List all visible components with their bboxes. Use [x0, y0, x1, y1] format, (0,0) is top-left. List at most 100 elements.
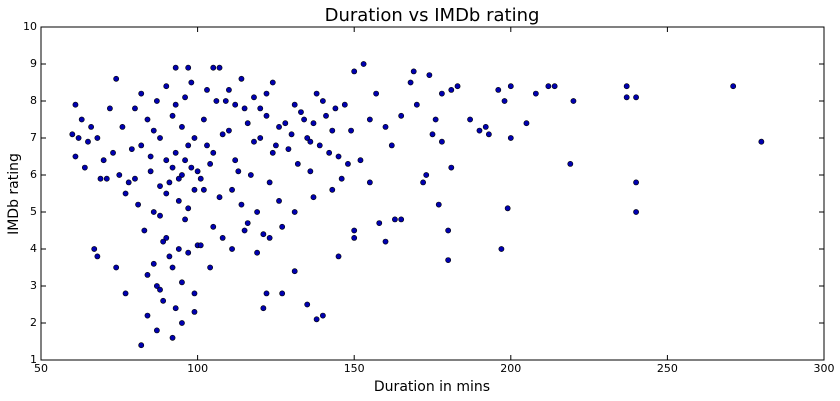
point: [153, 327, 160, 334]
point: [122, 190, 129, 197]
point: [338, 175, 345, 182]
point: [260, 231, 267, 238]
point: [351, 227, 358, 234]
point: [128, 146, 135, 152]
x-axis-label: Duration in mins: [374, 379, 490, 395]
y-tick-label: 1: [30, 353, 37, 366]
point: [495, 87, 502, 93]
y-tick-label: 4: [30, 242, 37, 255]
point: [341, 101, 348, 108]
point: [188, 164, 195, 171]
point: [175, 197, 182, 204]
point: [410, 68, 417, 75]
point: [423, 172, 430, 178]
point: [241, 227, 248, 234]
y-tick-label: 6: [30, 168, 37, 181]
point: [263, 112, 270, 119]
point: [219, 131, 226, 138]
point: [107, 105, 113, 112]
x-tick-label: 100: [187, 362, 208, 375]
point: [329, 186, 336, 193]
point: [301, 116, 307, 123]
y-tick-label: 5: [30, 205, 37, 218]
y-tick-label: 3: [30, 279, 37, 292]
point: [438, 138, 445, 145]
point: [197, 242, 204, 249]
point: [407, 79, 414, 86]
point: [141, 227, 148, 234]
point: [313, 316, 320, 323]
point: [291, 101, 298, 108]
point: [482, 124, 489, 130]
point: [254, 249, 261, 256]
point: [153, 283, 160, 289]
point: [254, 209, 261, 215]
point: [191, 135, 198, 141]
point: [160, 238, 167, 245]
point: [229, 186, 235, 193]
point: [116, 172, 123, 178]
point: [179, 279, 185, 286]
point: [310, 194, 317, 201]
point: [182, 157, 188, 164]
point: [269, 79, 276, 86]
point: [445, 227, 452, 234]
point: [294, 160, 301, 167]
y-tick-label: 8: [30, 94, 37, 107]
point: [138, 142, 145, 149]
point: [319, 98, 326, 104]
point: [216, 194, 223, 201]
point: [185, 205, 192, 212]
point: [144, 116, 151, 123]
y-tick-label: 2: [30, 316, 37, 329]
point: [282, 120, 289, 127]
point: [426, 72, 433, 78]
point: [260, 305, 267, 312]
point: [113, 75, 120, 82]
point: [257, 105, 264, 112]
point: [382, 124, 389, 130]
y-tick-label: 7: [30, 131, 37, 144]
point: [226, 87, 232, 93]
point: [122, 290, 129, 297]
point: [238, 201, 245, 208]
point: [103, 175, 110, 182]
point: [291, 209, 298, 215]
point: [119, 124, 126, 130]
point: [191, 308, 198, 315]
point: [85, 138, 91, 145]
point: [175, 246, 182, 252]
point: [179, 320, 185, 326]
point: [169, 264, 176, 271]
point: [351, 68, 358, 75]
point: [213, 98, 220, 104]
point: [279, 290, 286, 297]
point: [272, 142, 279, 149]
point: [219, 234, 226, 241]
point: [222, 98, 229, 104]
y-tick-label: 9: [30, 57, 37, 70]
point: [313, 90, 320, 97]
point: [316, 142, 323, 149]
point: [360, 61, 367, 67]
point: [623, 94, 630, 101]
point: [72, 101, 79, 108]
point: [150, 209, 157, 215]
point: [276, 197, 282, 204]
x-tick-label: 150: [344, 362, 365, 375]
point: [185, 142, 192, 149]
point: [623, 83, 630, 90]
point: [163, 157, 170, 164]
point: [113, 264, 120, 271]
point: [188, 79, 195, 86]
x-tick-label: 50: [34, 362, 48, 375]
point: [357, 157, 364, 164]
point: [169, 334, 176, 341]
point: [304, 135, 311, 141]
x-tick-label: 250: [657, 362, 678, 375]
point: [532, 90, 539, 97]
point: [366, 116, 373, 123]
point: [75, 135, 82, 141]
point: [291, 268, 298, 275]
point: [172, 149, 179, 156]
